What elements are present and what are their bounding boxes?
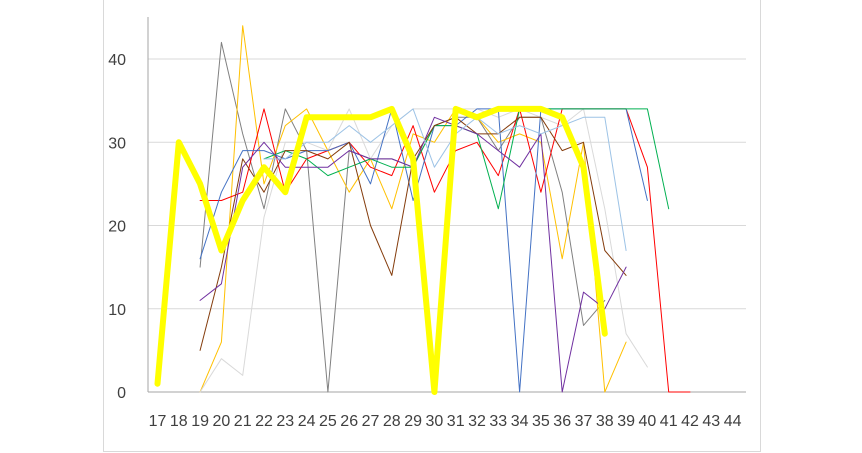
x-tick-label: 24	[298, 413, 316, 430]
x-tick-label: 32	[468, 413, 486, 430]
x-tick-label: 30	[426, 413, 444, 430]
y-tick-label: 30	[108, 135, 126, 152]
y-tick-label: 10	[108, 302, 126, 319]
x-tick-label: 39	[617, 413, 635, 430]
x-tick-label: 25	[319, 413, 337, 430]
series-line	[154, 105, 608, 395]
x-tick-label: 28	[383, 413, 401, 430]
y-tick-label: 40	[108, 52, 126, 69]
x-tick-label: 44	[724, 413, 742, 430]
x-tick-label: 34	[511, 413, 529, 430]
x-tick-label: 19	[191, 413, 209, 430]
x-tick-label: 17	[149, 413, 167, 430]
x-tick-label: 21	[234, 413, 252, 430]
y-tick-label: 20	[108, 219, 126, 236]
chart-frame: 0 10 20 30 40 17 18 19 20 21 22 23 24 25 26 27 28 29 30 31 3…	[103, 0, 761, 452]
y-tick-label: 0	[117, 385, 126, 402]
x-tick-label: 22	[255, 413, 273, 430]
x-tick-label: 35	[532, 413, 550, 430]
x-tick-label: 29	[404, 413, 422, 430]
x-tick-label: 33	[489, 413, 507, 430]
series-line	[199, 25, 627, 393]
x-tick-label: 23	[276, 413, 294, 430]
x-tick-label: 43	[702, 413, 720, 430]
x-tick-label: 31	[447, 413, 465, 430]
x-tick-label: 37	[575, 413, 593, 430]
x-tick-label: 42	[681, 413, 699, 430]
x-tick-label: 40	[639, 413, 657, 430]
x-tick-label: 41	[660, 413, 678, 430]
x-tick-label: 36	[553, 413, 571, 430]
x-tick-label: 27	[362, 413, 380, 430]
series-line	[263, 108, 670, 210]
x-tick-label: 20	[213, 413, 231, 430]
x-tick-label: 38	[596, 413, 614, 430]
x-tick-label: 26	[340, 413, 358, 430]
x-tick-label: 18	[170, 413, 188, 430]
